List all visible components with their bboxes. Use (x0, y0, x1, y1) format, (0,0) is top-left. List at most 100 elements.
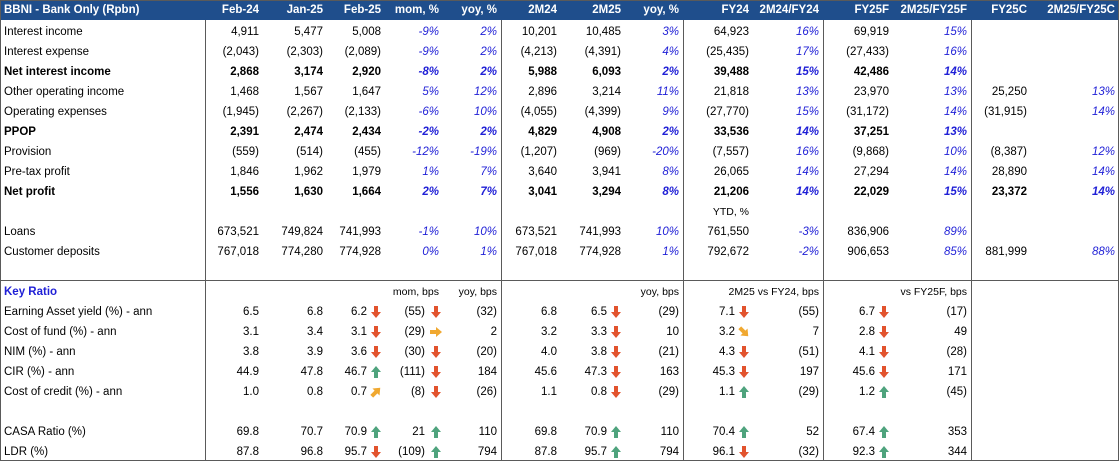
value-cell: 767,018 (515, 246, 557, 258)
value-cell: 64,923 (713, 26, 749, 38)
value-cell: 792,672 (707, 246, 749, 258)
down-arrow-icon (609, 302, 623, 322)
value-cell (1031, 122, 1119, 142)
value-cell: (29) (798, 386, 819, 398)
column-divider (501, 20, 502, 461)
value-cell: 33,536 (713, 126, 749, 138)
value-cell: 5,008 (352, 26, 381, 38)
down-arrow-icon (609, 342, 623, 362)
value-cell: 1,962 (294, 166, 323, 178)
value-cell: 37,251 (853, 126, 889, 138)
value-cell: (1,207) (520, 146, 557, 158)
value-cell: (2,267) (286, 106, 323, 118)
value-cell: 3,174 (294, 66, 323, 78)
row-label: Net interest income (4, 66, 111, 78)
value-cell: 6.2 (351, 306, 367, 318)
down-arrow-icon (429, 342, 443, 362)
value-cell: 14% (943, 106, 967, 118)
value-cell: 1.0 (243, 386, 259, 398)
value-cell: 6.8 (541, 306, 557, 318)
value-cell: (4,399) (584, 106, 621, 118)
value-cell: 1.1 (719, 386, 735, 398)
value-cell: 794 (659, 446, 679, 458)
value-cell: 2% (662, 66, 679, 78)
value-cell: (45) (946, 386, 967, 398)
value-cell: 2% (480, 46, 497, 58)
mom-bps-label: mom, bps (392, 286, 439, 298)
value-cell: 794 (477, 446, 497, 458)
value-cell: 3,214 (592, 86, 621, 98)
value-cell: 14% (1091, 106, 1115, 118)
value-cell: 3.1 (243, 326, 259, 338)
ratio-label: Earning Asset yield (%) - ann (4, 306, 153, 318)
value-cell: -20% (652, 146, 679, 158)
value-cell: 1.1 (541, 386, 557, 398)
value-cell: 23,372 (991, 186, 1027, 198)
value-cell: (29) (658, 386, 679, 398)
header-bar (0, 0, 1119, 20)
value-cell: (969) (594, 146, 621, 158)
down-arrow-icon (877, 302, 891, 322)
value-cell: -6% (418, 106, 439, 118)
value-cell: 52 (806, 426, 819, 438)
header-col: Feb-25 (343, 4, 381, 16)
value-cell: 3.2 (719, 326, 735, 338)
up-arrow-icon (369, 362, 383, 382)
value-cell: 14% (943, 66, 967, 78)
value-cell: 2,896 (528, 86, 557, 98)
value-cell: (20) (476, 346, 497, 358)
value-cell: (4,213) (520, 46, 557, 58)
value-cell (1031, 22, 1119, 42)
value-cell: 1,647 (352, 86, 381, 98)
value-cell: 49 (954, 326, 967, 338)
header-col: FY25C (991, 4, 1027, 16)
value-cell: 6.8 (307, 306, 323, 318)
row-label: Operating expenses (4, 106, 107, 118)
flat-arrow-icon (429, 322, 443, 342)
value-cell: 88% (1091, 246, 1115, 258)
row-label: Pre-tax profit (4, 166, 70, 178)
value-cell: (30) (404, 346, 425, 358)
row-label: Provision (4, 146, 52, 158)
value-cell: 6.5 (243, 306, 259, 318)
value-cell: 1,468 (230, 86, 259, 98)
value-cell: 87.8 (236, 446, 259, 458)
value-cell: 92.3 (852, 446, 875, 458)
header-col: 2M25/FY25C (1047, 4, 1115, 16)
yoy-bps-label: yoy, bps (458, 286, 497, 298)
value-cell: -3% (798, 226, 819, 238)
value-cell: 69.8 (534, 426, 557, 438)
value-cell: 353 (947, 426, 967, 438)
value-cell: 184 (477, 366, 497, 378)
value-cell: 3.2 (541, 326, 557, 338)
value-cell: 761,550 (707, 226, 749, 238)
up-arrow-icon (429, 422, 443, 442)
value-cell: 10% (473, 106, 497, 118)
value-cell: 28,890 (991, 166, 1027, 178)
value-cell: 3% (662, 26, 679, 38)
section-divider (0, 280, 1119, 281)
value-cell: 1,979 (352, 166, 381, 178)
value-cell: 13% (795, 86, 819, 98)
value-cell: (1,945) (222, 106, 259, 118)
value-cell: 673,521 (515, 226, 557, 238)
down-arrow-icon (737, 362, 751, 382)
value-cell (971, 42, 1031, 62)
value-cell: 1,664 (352, 186, 381, 198)
value-cell: 7% (480, 186, 497, 198)
value-cell: 2% (480, 66, 497, 78)
value-cell: 6,093 (592, 66, 621, 78)
value-cell: 1,846 (230, 166, 259, 178)
value-cell: (2,043) (222, 46, 259, 58)
value-cell: 3.8 (591, 346, 607, 358)
value-cell: -8% (418, 66, 439, 78)
row-label: Other operating income (4, 86, 125, 98)
value-cell: 5,477 (294, 26, 323, 38)
up-arrow-icon (877, 422, 891, 442)
value-cell: 2,474 (294, 126, 323, 138)
value-cell: 87.8 (534, 446, 557, 458)
value-cell: (25,435) (706, 46, 749, 58)
value-cell: 70.9 (584, 426, 607, 438)
value-cell: 2% (422, 186, 439, 198)
value-cell: 8% (662, 186, 679, 198)
